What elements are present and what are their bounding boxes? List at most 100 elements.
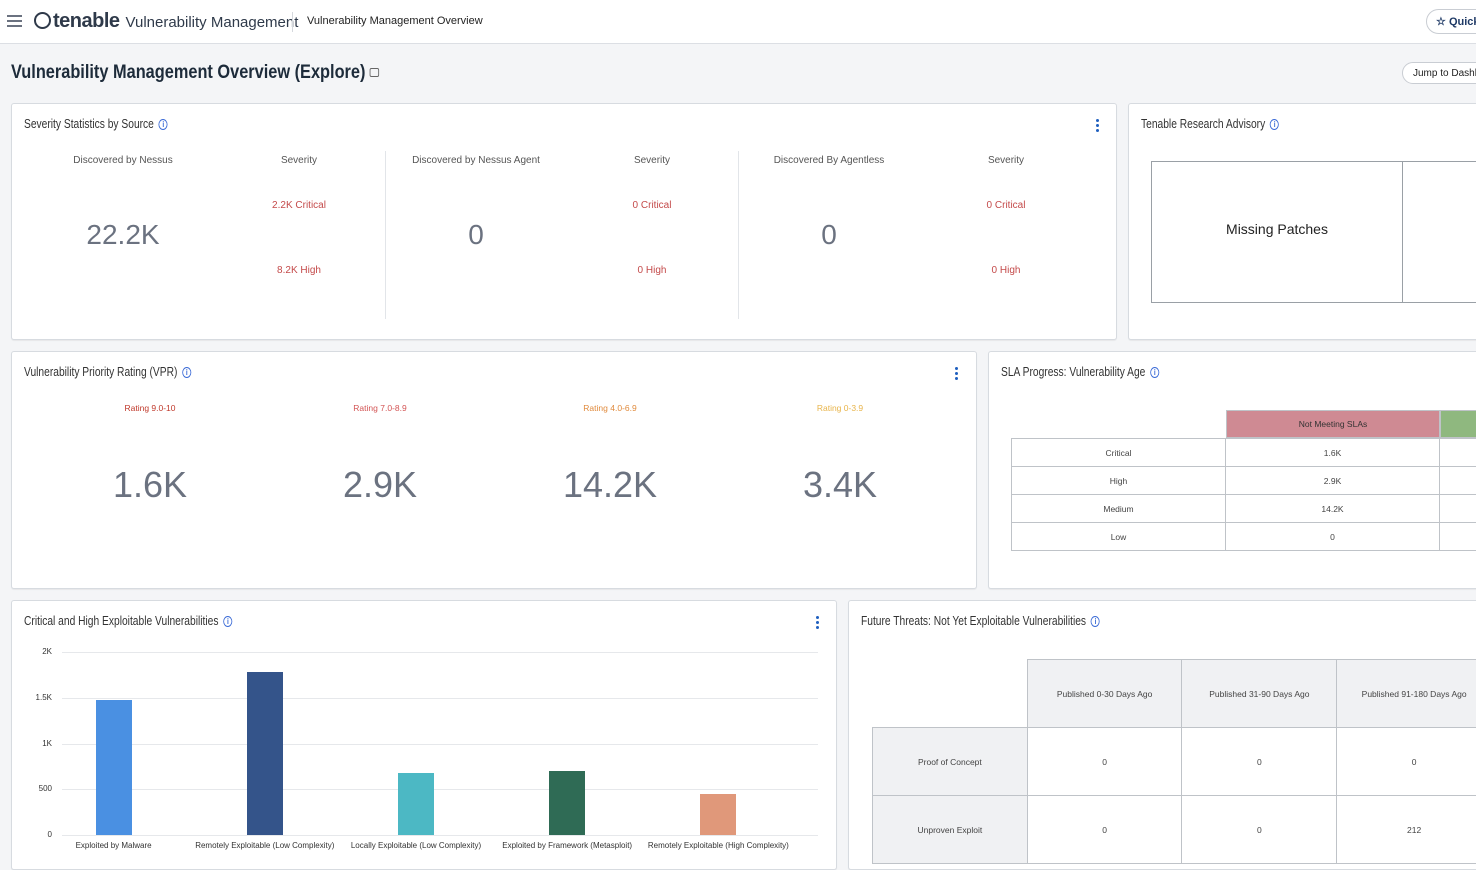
meeting-sla-header-cell [1440,410,1476,438]
column-divider [385,151,386,319]
y-tick-label: 1.5K [22,693,52,702]
high-count[interactable]: 0 High [638,265,667,276]
severity-label: Severity [634,155,670,166]
sla-cell[interactable] [1440,467,1476,495]
vpr-count[interactable]: 3.4K [803,464,877,506]
top-bar: tenable Vulnerability Management Vulnera… [0,0,1476,44]
x-category-label: Exploited by Malware [39,841,189,850]
breadcrumb[interactable]: Vulnerability Management Overview [307,15,483,27]
sla-cell[interactable]: 1.6K [1226,439,1440,467]
vpr-count[interactable]: 1.6K [113,464,187,506]
threat-cell[interactable]: 0 [1337,728,1476,796]
panel-title-text: Future Threats: Not Yet Exploitable Vuln… [861,614,1086,628]
vpr-panel: Vulnerability Priority Rating (VPR) i Rat… [11,351,977,589]
column-divider [738,151,739,319]
panel-title: Future Threats: Not Yet Exploitable Vuln… [861,614,1100,628]
sla-row-label: High [1012,467,1226,495]
chart-bar[interactable] [398,773,434,835]
critical-count[interactable]: 0 Critical [633,200,672,211]
panel-title: Vulnerability Priority Rating (VPR) i [24,365,191,379]
logo-ring-icon [34,12,51,29]
sla-progress-panel: SLA Progress: Vulnerability Age i Not Mee… [988,351,1476,589]
threat-cell[interactable]: 0 [1182,728,1337,796]
info-icon[interactable]: i [182,367,191,378]
source-count[interactable]: 0 [468,219,484,251]
panel-title-text: SLA Progress: Vulnerability Age [1001,365,1145,379]
source-count[interactable]: 0 [821,219,837,251]
threat-cell[interactable]: 212 [1337,796,1476,864]
info-icon[interactable]: i [1270,119,1279,130]
info-icon[interactable]: i [1091,616,1100,627]
column-header: Published 31-90 Days Ago [1182,660,1337,728]
x-category-label: Exploited by Framework (Metasploit) [492,841,642,850]
page-title: Vulnerability Management Overview (Explo… [11,62,379,84]
severity-label: Severity [988,155,1024,166]
product-name: Vulnerability Management [126,14,299,31]
vpr-rating-label: Rating 4.0-6.9 [583,403,636,413]
vpr-rating-label: Rating 0-3.9 [817,403,863,413]
row-header: Unproven Exploit [873,796,1028,864]
vpr-rating-label: Rating 9.0-10 [124,403,175,413]
chart-bar[interactable] [247,672,283,835]
source-label: Discovered by Nessus [73,155,172,166]
advisory-tile[interactable] [1402,161,1476,303]
y-tick-label: 1K [22,739,52,748]
tenable-logo[interactable]: tenable Vulnerability Management [34,10,298,33]
sla-cell[interactable]: 0 [1226,523,1440,551]
sla-cell[interactable]: 14.2K [1226,495,1440,523]
chart-gridline [62,652,818,653]
vpr-count[interactable]: 14.2K [563,464,657,506]
star-icon: ☆ [1436,16,1446,28]
topbar-divider [292,12,293,32]
chart-bar[interactable] [549,771,585,835]
sla-row-label: Medium [1012,495,1226,523]
quick-actions-button[interactable]: ☆ Quick [1426,9,1476,34]
chart-bar[interactable] [96,700,132,835]
column-header: Published 0-30 Days Ago [1027,660,1182,728]
high-count[interactable]: 8.2K High [277,265,321,276]
sla-header-cell: Not Meeting SLAs [1226,410,1440,438]
logo-wordmark: tenable [53,10,120,33]
threat-cell[interactable]: 0 [1027,796,1182,864]
source-label: Discovered By Agentless [774,155,885,166]
row-header: Proof of Concept [873,728,1028,796]
chart-gridline [62,744,818,745]
panel-title-text: Vulnerability Priority Rating (VPR) [24,365,177,379]
quick-actions-label: Quick [1449,16,1476,28]
jump-to-dashboard-button[interactable]: Jump to Dashb [1402,62,1476,84]
info-icon[interactable]: i [159,119,168,130]
y-tick-label: 2K [22,647,52,656]
more-options-icon[interactable] [955,367,958,382]
missing-patches-tile[interactable]: Missing Patches [1151,161,1403,303]
chart-gridline [62,835,818,836]
x-category-label: Remotely Exploitable (High Complexity) [643,841,793,850]
sla-cell[interactable]: 2.9K [1226,467,1440,495]
edit-icon[interactable] [370,68,379,77]
future-threats-table: Published 0-30 Days Ago Published 31-90 … [872,659,1476,864]
vpr-count[interactable]: 2.9K [343,464,417,506]
menu-icon[interactable] [7,15,22,27]
panel-title-text: Severity Statistics by Source [24,117,154,131]
chart-gridline [62,698,818,699]
chart-gridline [62,789,818,790]
sla-cell[interactable] [1440,523,1476,551]
info-icon[interactable]: i [1150,367,1159,378]
sla-row-label: Low [1012,523,1226,551]
critical-count[interactable]: 0 Critical [987,200,1026,211]
sla-row-label: Critical [1012,439,1226,467]
threat-cell[interactable]: 0 [1027,728,1182,796]
severity-label: Severity [281,155,317,166]
more-options-icon[interactable] [1096,119,1099,134]
vpr-rating-label: Rating 7.0-8.9 [353,403,406,413]
critical-count[interactable]: 2.2K Critical [272,200,326,211]
chart-bar[interactable] [700,794,736,835]
panel-title: Severity Statistics by Source i [24,117,168,131]
sla-cell[interactable] [1440,495,1476,523]
sla-cell[interactable] [1440,439,1476,467]
source-count[interactable]: 22.2K [86,219,159,251]
threat-cell[interactable]: 0 [1182,796,1337,864]
high-count[interactable]: 0 High [992,265,1021,276]
